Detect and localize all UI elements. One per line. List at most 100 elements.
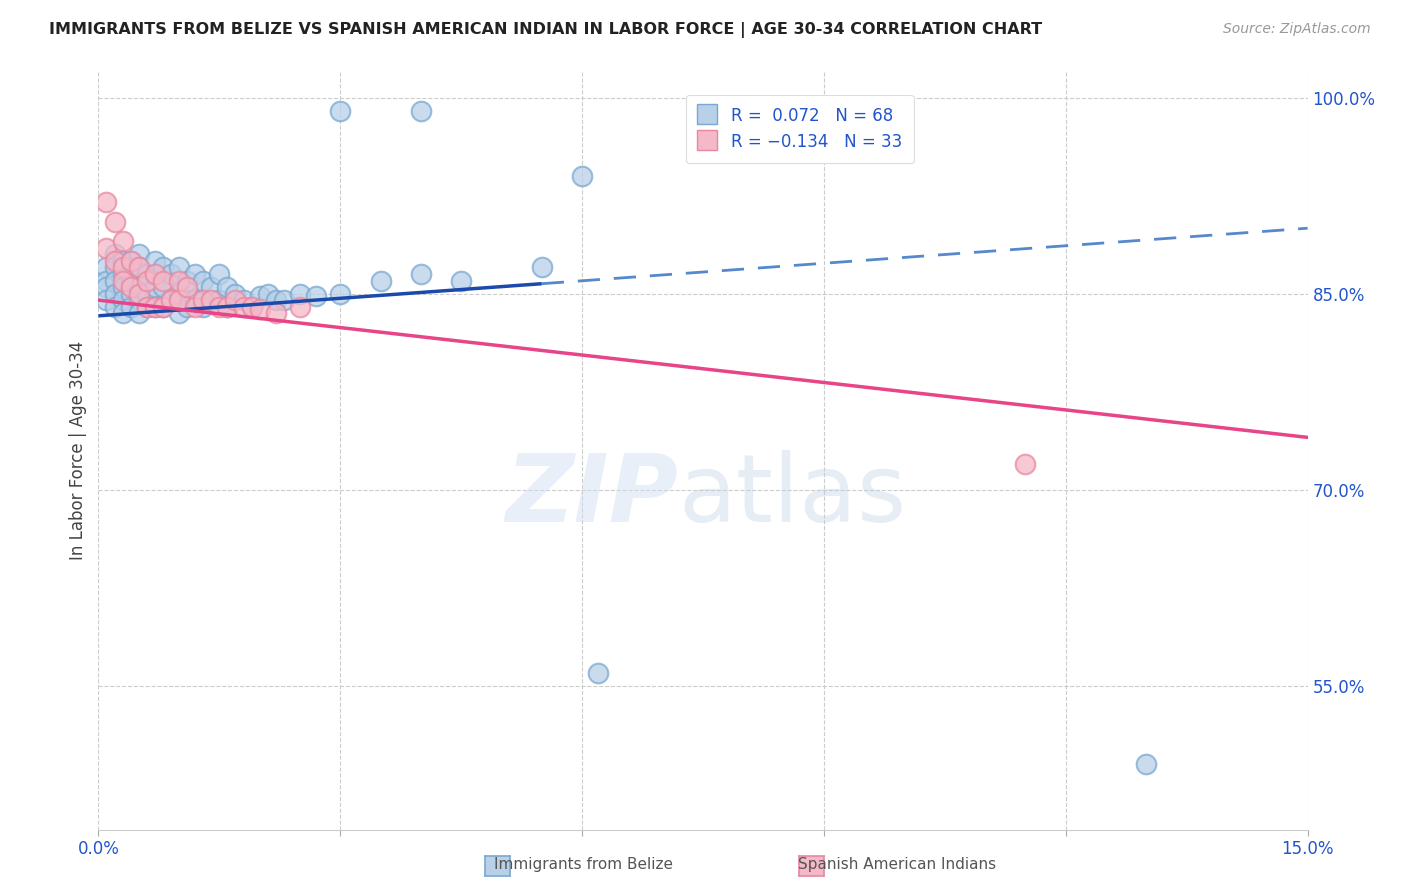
Point	[96, 280, 118, 294]
Point	[586, 665, 609, 680]
Point	[96, 293, 118, 307]
Point	[184, 300, 207, 314]
Point	[103, 247, 125, 261]
Point	[111, 260, 134, 275]
Point	[288, 286, 311, 301]
Text: ZIP: ZIP	[506, 450, 679, 542]
Point	[240, 300, 263, 314]
Point	[143, 253, 166, 268]
Point	[111, 293, 134, 307]
Point	[224, 293, 246, 307]
Point	[329, 286, 352, 301]
Point	[96, 195, 118, 210]
Point	[167, 293, 190, 307]
Point	[264, 293, 287, 307]
Point	[143, 280, 166, 294]
Point	[120, 280, 142, 294]
Point	[96, 260, 118, 275]
Point	[288, 300, 311, 314]
Point	[249, 302, 271, 317]
Point	[135, 267, 157, 281]
Point	[111, 280, 134, 294]
Point	[305, 289, 328, 303]
Point	[409, 267, 432, 281]
Point	[240, 300, 263, 314]
Text: Immigrants from Belize: Immigrants from Belize	[494, 857, 673, 872]
Point	[120, 253, 142, 268]
Point	[232, 300, 254, 314]
Point	[128, 286, 150, 301]
Point	[167, 260, 190, 275]
Point	[208, 293, 231, 307]
Point	[217, 300, 239, 314]
Point	[143, 300, 166, 314]
Point	[135, 300, 157, 314]
Text: Spanish American Indians: Spanish American Indians	[799, 857, 995, 872]
Point	[167, 273, 190, 287]
Point	[176, 273, 198, 287]
Point	[370, 273, 392, 287]
Point	[184, 267, 207, 281]
Point	[176, 300, 198, 314]
Point	[160, 293, 183, 307]
Point	[571, 169, 593, 183]
Legend: R =  0.072   N = 68, R = −0.134   N = 33: R = 0.072 N = 68, R = −0.134 N = 33	[686, 95, 914, 163]
Point	[217, 280, 239, 294]
Text: Source: ZipAtlas.com: Source: ZipAtlas.com	[1223, 22, 1371, 37]
Point	[256, 286, 278, 301]
Point	[128, 260, 150, 275]
Point	[152, 300, 174, 314]
Point	[152, 260, 174, 275]
Point	[120, 273, 142, 287]
Point	[152, 280, 174, 294]
Point	[232, 293, 254, 307]
Point	[111, 273, 134, 287]
Point	[128, 306, 150, 320]
Point	[128, 260, 150, 275]
Point	[111, 267, 134, 281]
Point	[167, 306, 190, 320]
Point	[264, 306, 287, 320]
Point	[96, 241, 118, 255]
Point	[103, 286, 125, 301]
Point	[135, 300, 157, 314]
Point	[143, 300, 166, 314]
Point	[111, 235, 134, 249]
Point	[128, 280, 150, 294]
Point	[193, 273, 215, 287]
Point	[152, 273, 174, 287]
Point	[176, 280, 198, 294]
Point	[103, 253, 125, 268]
Point	[103, 260, 125, 275]
Point	[128, 247, 150, 261]
Text: IMMIGRANTS FROM BELIZE VS SPANISH AMERICAN INDIAN IN LABOR FORCE | AGE 30-34 COR: IMMIGRANTS FROM BELIZE VS SPANISH AMERIC…	[49, 22, 1042, 38]
Point	[224, 286, 246, 301]
Text: atlas: atlas	[679, 450, 907, 542]
Point	[450, 273, 472, 287]
Point	[217, 300, 239, 314]
Point	[249, 289, 271, 303]
Point	[135, 273, 157, 287]
Point	[329, 103, 352, 118]
Point	[160, 293, 183, 307]
Point	[96, 273, 118, 287]
Point	[103, 300, 125, 314]
Point	[1014, 457, 1036, 471]
Point	[135, 286, 157, 301]
Point	[103, 273, 125, 287]
Point	[111, 306, 134, 320]
Point	[193, 293, 215, 307]
Point	[208, 267, 231, 281]
Point	[152, 300, 174, 314]
Point	[1135, 757, 1157, 772]
Point	[120, 300, 142, 314]
Point	[160, 267, 183, 281]
Point	[184, 293, 207, 307]
Point	[167, 286, 190, 301]
Point	[530, 260, 553, 275]
Point	[208, 300, 231, 314]
Point	[103, 215, 125, 229]
Point	[273, 293, 295, 307]
Point	[143, 267, 166, 281]
Point	[409, 103, 432, 118]
